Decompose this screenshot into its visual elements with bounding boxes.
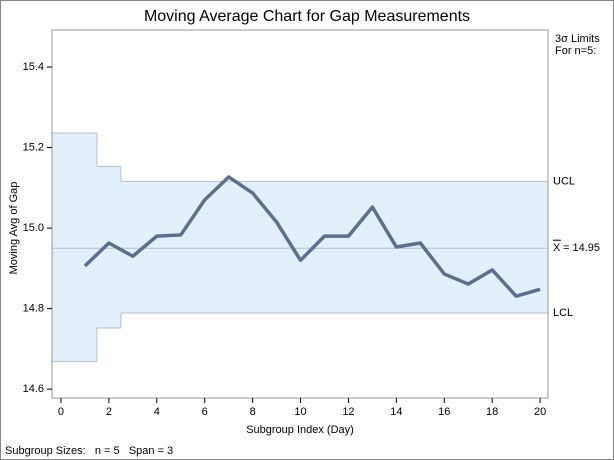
footer: Subgroup Sizes: n = 5 Span = 3: [5, 445, 173, 457]
y-tick-label: 15.0: [23, 222, 44, 234]
limits-title: 3σ Limits: [555, 33, 600, 45]
y-tick-label: 14.6: [23, 383, 44, 395]
data-line: [83, 175, 541, 298]
lcl-label: LCL: [553, 307, 573, 319]
center-value: = 14.95: [563, 242, 600, 254]
x-tick-label: 6: [202, 406, 208, 418]
y-tick-label: 15.2: [23, 141, 44, 153]
x-tick-label: 8: [250, 406, 256, 418]
x-tick-label: 12: [342, 406, 354, 418]
x-tick-label: 14: [390, 406, 402, 418]
x-tick-label: 16: [438, 406, 450, 418]
y-axis-label: Moving Avg of Gap: [8, 182, 20, 275]
x-tick-label: 0: [58, 406, 64, 418]
x-tick-label: 20: [534, 406, 546, 418]
y-tick-label: 15.4: [23, 61, 44, 73]
limit-band: [96, 166, 121, 328]
ucl-label: UCL: [553, 175, 575, 187]
limit-band: [52, 133, 97, 362]
x-tick-label: 10: [294, 406, 306, 418]
x-tick-label: 2: [106, 406, 112, 418]
limit-band: [120, 181, 548, 314]
y-tick-label: 14.8: [23, 303, 44, 315]
x-axis-label: Subgroup Index (Day): [246, 424, 354, 436]
chart-title: Moving Average Chart for Gap Measurement…: [144, 8, 470, 25]
limits-subtitle: For n=5:: [555, 45, 596, 57]
plot-frame: [51, 29, 549, 399]
x-tick-label: 4: [154, 406, 160, 418]
x-tick-label: 18: [486, 406, 498, 418]
center-name: X: [553, 242, 561, 254]
